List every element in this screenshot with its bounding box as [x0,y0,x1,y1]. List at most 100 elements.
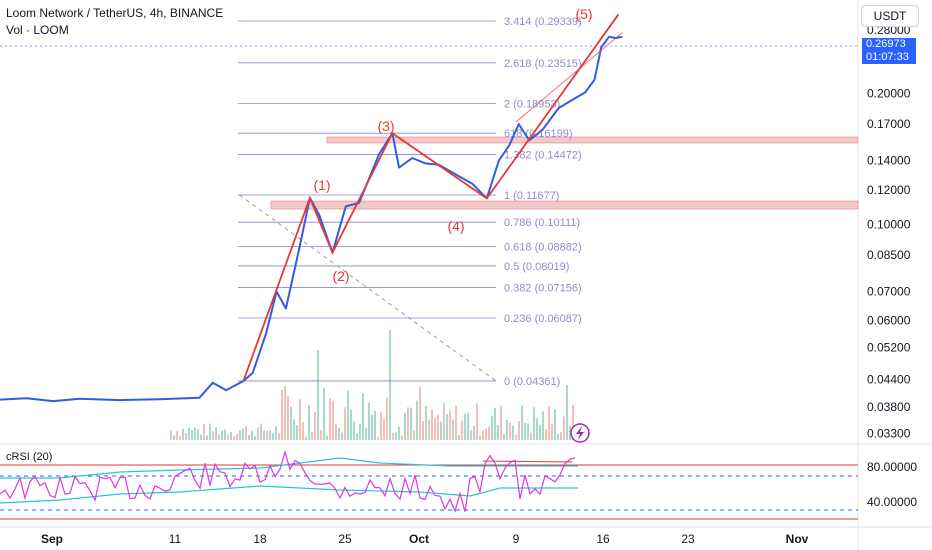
volume-bar [254,436,256,440]
volume-bar [401,435,403,440]
volume-bar [536,418,538,440]
volume-bar [488,426,490,440]
price-axis-tick: 0.06000 [867,314,911,328]
volume-bar [227,434,229,440]
last-price-tag: 0.26973 01:07:33 [862,38,916,64]
volume-bar [440,421,442,440]
fib-label: 0 (0.04361) [504,376,560,388]
price-axis-tick: 0.03300 [867,427,911,441]
wave-label: (5) [575,6,592,22]
volume-bar [380,412,382,440]
volume-bar [458,435,460,440]
resistance-zone [326,136,859,144]
volume-bar [503,434,505,440]
volume-bar [455,406,457,440]
symbol-title[interactable]: Loom Network / TetherUS, 4h, BINANCE [6,6,224,20]
volume-bar [533,407,535,440]
volume-bar [260,423,262,440]
volume-bar [353,421,355,440]
last-price-value: 0.26973 [866,38,906,50]
volume-bar [482,430,484,440]
price-axis-tick: 0.03800 [867,400,911,414]
volume-bar [287,395,289,440]
time-axis-tick: 18 [253,532,267,546]
fib-label: 2.618 (0.23515) [504,58,582,70]
volume-bar [470,429,472,440]
volume-bar [491,416,493,440]
fib-label: 0.382 (0.07156) [504,282,582,294]
wave-line [242,13,620,382]
volume-bar [170,430,172,440]
volume-bar [389,330,391,440]
volume-bar [425,405,427,440]
volume-bar [560,432,562,440]
volume-bar [467,413,469,440]
volume-bar [299,399,301,440]
volume-bar [269,430,271,440]
rsi-title[interactable]: cRSI (20) [6,451,53,463]
fib-label: 1.382 (0.14472) [504,149,582,161]
volume-bar [245,426,247,440]
volume-bar [431,409,433,440]
rsi-axis-tick: 40.00000 [867,495,917,509]
time-axis-tick: 11 [169,532,182,546]
rsi-axis-tick: 80.00000 [867,460,917,474]
alert-lightning-button[interactable] [570,423,590,443]
volume-bar [185,433,187,440]
time-axis-tick: 23 [681,532,695,546]
wave-label: (1) [313,177,330,193]
volume-bars [170,330,574,440]
volume-bar [197,429,199,440]
rsi-band-lower [0,485,578,504]
rsi-divergence-line [482,460,573,463]
volume-bar [257,427,259,440]
volume-bar [233,435,235,440]
volume-bar [569,425,571,440]
fib-label: 0.5 (0.08019) [504,261,569,273]
volume-bar [182,428,184,440]
volume-bar [344,407,346,440]
volume-bar [173,435,175,440]
bar-countdown: 01:07:33 [866,51,909,63]
time-axis-tick: Oct [409,532,429,546]
fib-label: 2 (0.18953) [504,99,560,111]
wave-label: (2) [332,268,349,284]
price-axis-tick: 0.04400 [867,372,911,386]
volume-indicator-label[interactable]: Vol · LOOM [6,23,69,37]
volume-bar [341,432,343,440]
volume-bar [356,433,358,440]
volume-bar [464,413,466,440]
volume-bar [302,422,304,440]
volume-bar [476,403,478,440]
time-axis-tick: 9 [513,532,520,546]
volume-bar [446,414,448,440]
volume-bar [551,423,553,440]
volume-bar [236,433,238,440]
volume-bar [263,430,265,440]
volume-bar [224,429,226,440]
volume-bar [548,405,550,440]
volume-bar [479,435,481,440]
volume-bar [404,412,406,440]
price-axis-tick: 0.07000 [867,285,911,299]
currency-button[interactable]: USDT [861,5,919,27]
volume-bar [419,387,421,440]
volume-bar [281,389,283,440]
volume-bar [209,423,211,440]
fib-label: 0.786 (0.10111) [504,217,580,229]
volume-bar [413,430,415,440]
volume-bar [527,423,529,440]
volume-bar [416,400,418,440]
volume-bar [443,402,445,440]
volume-bar [266,430,268,440]
volume-bar [350,409,352,440]
volume-bar [284,386,286,440]
time-axis-tick: 16 [596,532,610,546]
fib-levels [238,20,496,382]
volume-bar [176,430,178,440]
volume-bar [320,430,322,440]
price-axis-tick: 0.05200 [867,341,911,355]
volume-bar [335,424,337,440]
